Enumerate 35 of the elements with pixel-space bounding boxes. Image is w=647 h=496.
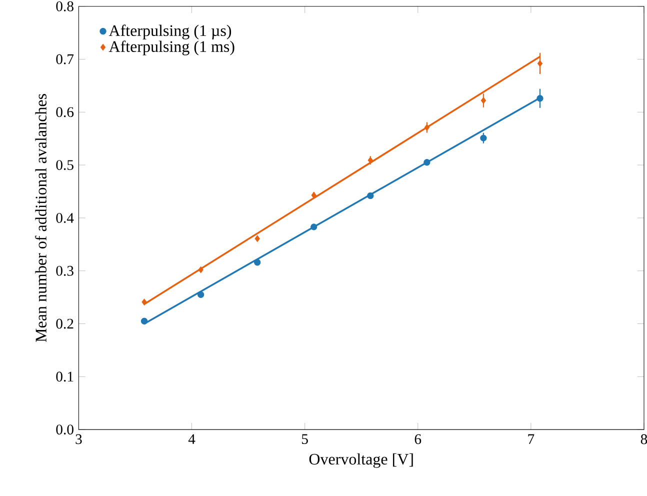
point bbox=[254, 258, 261, 266]
point bbox=[480, 134, 487, 142]
y-axis-title: Mean number of additional avalanches bbox=[35, 94, 46, 342]
y-tick-label: 0.6 bbox=[56, 107, 74, 117]
legend-label: Afterpulsing (1 ms) bbox=[108, 40, 234, 56]
point bbox=[367, 192, 374, 199]
y-tick-label: 0.5 bbox=[56, 160, 74, 170]
point bbox=[424, 124, 430, 131]
x-tick-label: 4 bbox=[188, 434, 196, 444]
x-tick-label: 5 bbox=[302, 434, 308, 444]
point bbox=[142, 298, 147, 306]
y-tick-label: 0.3 bbox=[56, 266, 74, 276]
point bbox=[480, 97, 486, 104]
x-tick-label: 3 bbox=[76, 434, 82, 444]
point bbox=[310, 223, 318, 230]
x-axis-title: Overvoltage [V] bbox=[309, 453, 413, 468]
point bbox=[311, 192, 316, 198]
y-tick-label: 0.7 bbox=[56, 54, 74, 64]
x-tick-label: 6 bbox=[414, 434, 422, 444]
point bbox=[424, 158, 430, 166]
y-tick-label: 0.1 bbox=[56, 372, 74, 382]
point bbox=[254, 235, 260, 242]
point bbox=[140, 318, 148, 324]
x-tick-label: 8 bbox=[640, 434, 647, 444]
point bbox=[368, 156, 373, 164]
y-tick-label: 0.8 bbox=[56, 1, 74, 12]
point bbox=[537, 60, 543, 67]
point bbox=[536, 94, 544, 102]
y-tick-label: 0.2 bbox=[56, 318, 74, 329]
point bbox=[198, 266, 204, 273]
x-tick-label: 7 bbox=[528, 434, 534, 444]
y-tick-label: 0.4 bbox=[56, 212, 74, 223]
point bbox=[197, 291, 204, 298]
y-tick-label: 0.0 bbox=[56, 424, 74, 434]
legend-label: Afterpulsing (1 µs) bbox=[108, 24, 232, 40]
